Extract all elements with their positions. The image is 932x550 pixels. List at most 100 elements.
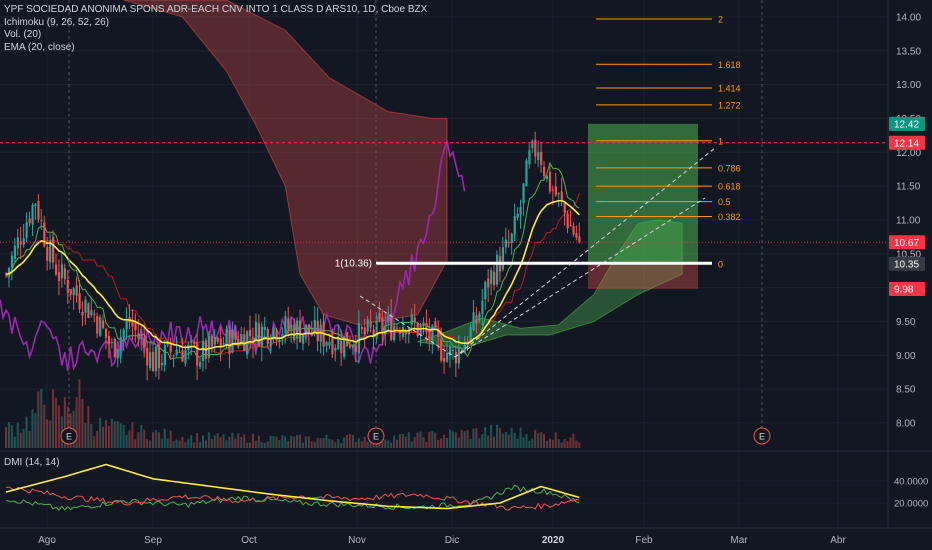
volume-bar	[5, 427, 7, 448]
volume-bar	[178, 440, 181, 448]
candle-body	[396, 327, 399, 329]
fib-level-label: 0.786	[718, 163, 741, 173]
volume-bar	[387, 440, 390, 448]
volume-bar	[201, 435, 204, 448]
price-badge	[889, 135, 925, 150]
price-tick-label: 10.50	[896, 249, 921, 260]
candle-body	[240, 334, 243, 345]
price-tick-label: 8.00	[896, 418, 916, 429]
candle-body	[299, 320, 302, 342]
candle-body	[366, 319, 369, 332]
candle-body	[428, 329, 431, 341]
volume-bar	[204, 440, 207, 448]
volume-bar	[246, 442, 249, 448]
candle-body	[134, 322, 137, 331]
volume-bar	[437, 439, 440, 448]
volume-bar	[228, 436, 231, 448]
dmi-legend[interactable]: DMI (14, 14)	[4, 457, 60, 468]
volume-bar	[10, 425, 13, 448]
volume-bar	[84, 423, 87, 448]
candle-body	[154, 346, 158, 372]
volume-bar	[522, 437, 525, 448]
price-axis: 14.0013.5013.0012.5012.0011.5011.0010.50…	[889, 12, 928, 510]
profit-zone	[588, 123, 698, 264]
symbol-title[interactable]: YPF SOCIEDAD ANONIMA SPONS ADR-EACH CNV …	[4, 4, 428, 15]
candle-body	[516, 213, 519, 219]
ema-legend[interactable]: EMA (20, close)	[4, 41, 75, 53]
volume-bar	[231, 432, 234, 448]
volume-bar	[213, 435, 216, 448]
volume-bar	[419, 431, 422, 448]
candle-body	[57, 272, 61, 282]
volume-bar	[507, 434, 510, 448]
volume-bar	[263, 442, 266, 448]
volume-bar	[557, 439, 560, 448]
candle-body	[234, 332, 237, 340]
candle-body	[169, 343, 172, 353]
candle-body	[110, 341, 114, 344]
earnings-marker-label: E	[66, 432, 72, 442]
volume-bar	[81, 398, 84, 448]
volume-bar	[196, 433, 199, 448]
candle-body	[360, 326, 363, 330]
candle-body	[493, 271, 496, 286]
volume-bar	[354, 442, 357, 448]
volume-bar	[284, 436, 287, 448]
fib-level-label: 1.414	[718, 83, 741, 93]
volume-bar	[254, 440, 257, 448]
volume-bar	[125, 434, 128, 448]
price-badge-label: 9.98	[894, 284, 914, 295]
candle-body	[290, 324, 293, 330]
candle-body	[316, 320, 319, 342]
ichimoku-legend[interactable]: Ichimoku (9, 26, 52, 26)	[4, 16, 110, 28]
candle-body	[219, 338, 222, 348]
volume-bar	[22, 428, 25, 448]
candle-body	[243, 334, 246, 352]
volume-bar	[237, 433, 240, 448]
candle-body	[37, 201, 40, 220]
candle-body	[260, 326, 263, 348]
volume-bar	[513, 432, 516, 448]
volume-bar	[78, 379, 81, 448]
volume-bar	[448, 429, 451, 448]
volume-bar	[504, 431, 507, 448]
price-tick-label: 9.00	[896, 351, 916, 362]
volume-bar	[175, 439, 178, 448]
volume-bar	[310, 441, 313, 448]
candle-body	[331, 338, 334, 355]
price-tick-label: 8.50	[896, 385, 916, 396]
candle-body	[551, 189, 555, 191]
volume-bar	[351, 435, 354, 448]
volume-bar	[234, 438, 237, 448]
volume-bar	[113, 421, 116, 448]
volume-bar	[348, 434, 351, 448]
volume-bar	[313, 441, 316, 448]
time-tick-label: Nov	[348, 535, 366, 546]
candle-body	[143, 337, 146, 347]
volume-legend[interactable]: Vol. (20)	[4, 29, 42, 40]
candle-body	[510, 233, 513, 243]
volume-bar	[152, 432, 154, 448]
price-badge	[889, 235, 925, 250]
candle-body	[175, 349, 178, 355]
volume-bar	[516, 438, 519, 448]
candle-body	[254, 321, 258, 342]
volume-bar	[384, 439, 387, 448]
volume-bar	[287, 440, 290, 448]
volume-bar	[34, 413, 37, 448]
volume-bar	[54, 397, 57, 448]
candle-body	[40, 220, 43, 222]
volume-bar	[484, 427, 487, 448]
candle-body	[116, 349, 119, 359]
volume-bar	[501, 433, 504, 448]
volume-bar	[146, 439, 149, 448]
volume-bar	[487, 435, 490, 448]
volume-bar	[172, 441, 175, 448]
volume-bar	[319, 438, 322, 448]
volume-bar	[304, 436, 307, 448]
tenkan-line	[5, 161, 580, 360]
candle-body	[296, 320, 299, 339]
candle-body	[390, 313, 393, 340]
candle-body	[122, 329, 125, 338]
